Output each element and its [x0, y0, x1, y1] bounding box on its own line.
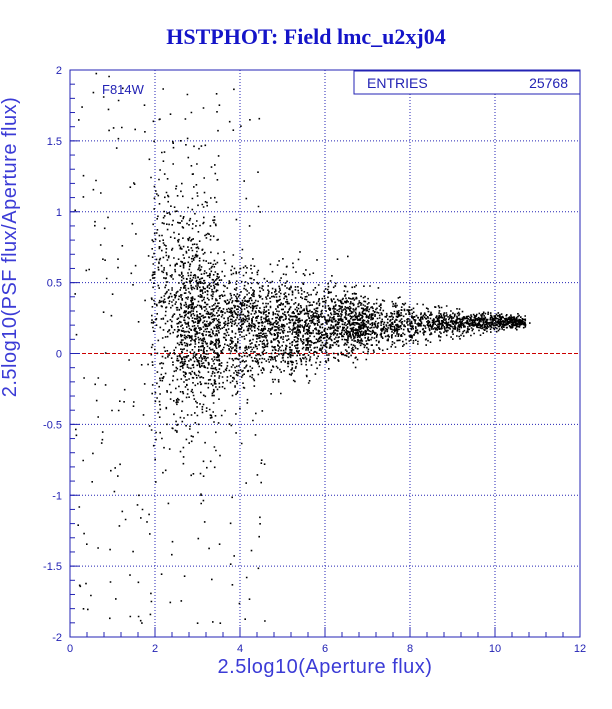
y-tick-label: -0.5 [43, 419, 62, 431]
axis-ticks: 0 2 4 6 8 10 12 -2 -1.5 -1 -0.5 0 0.5 1 1.5 2 [43, 65, 586, 655]
scatter-point-cloud [74, 72, 531, 625]
x-tick-label: 10 [489, 643, 501, 655]
scatter-points [74, 72, 531, 625]
filter-label: F814W [102, 82, 145, 97]
y-tick-label: 1 [56, 207, 62, 219]
y-tick-label: -2 [52, 632, 62, 644]
x-tick-label: 4 [237, 643, 243, 655]
y-tick-label: -1.5 [43, 561, 62, 573]
plot-frame [69, 69, 581, 638]
x-tick-label: 6 [322, 643, 328, 655]
y-tick-label: -1 [52, 490, 62, 502]
chart-title: HSTPHOT: Field lmc_u2xj04 [166, 24, 446, 49]
x-tick-label: 2 [152, 643, 158, 655]
stats-box-frame [353, 70, 581, 95]
y-tick-label: 2 [56, 65, 62, 77]
y-tick-label: 0.5 [47, 278, 62, 290]
x-tick-label: 8 [407, 643, 413, 655]
x-tick-label: 12 [574, 643, 586, 655]
y-tick-label: 1.5 [47, 136, 62, 148]
entries-label: ENTRIES [367, 75, 428, 91]
x-axis-label: 2.5log10(Aperture flux) [217, 656, 433, 678]
entries-value: 25768 [529, 75, 568, 91]
x-tick-label: 0 [67, 643, 73, 655]
stats-box: ENTRIES 25768 [353, 70, 581, 95]
y-tick-label: 0 [56, 349, 62, 361]
y-axis-label: 2.5log10(PSF flux/Aperture flux) [0, 96, 21, 398]
